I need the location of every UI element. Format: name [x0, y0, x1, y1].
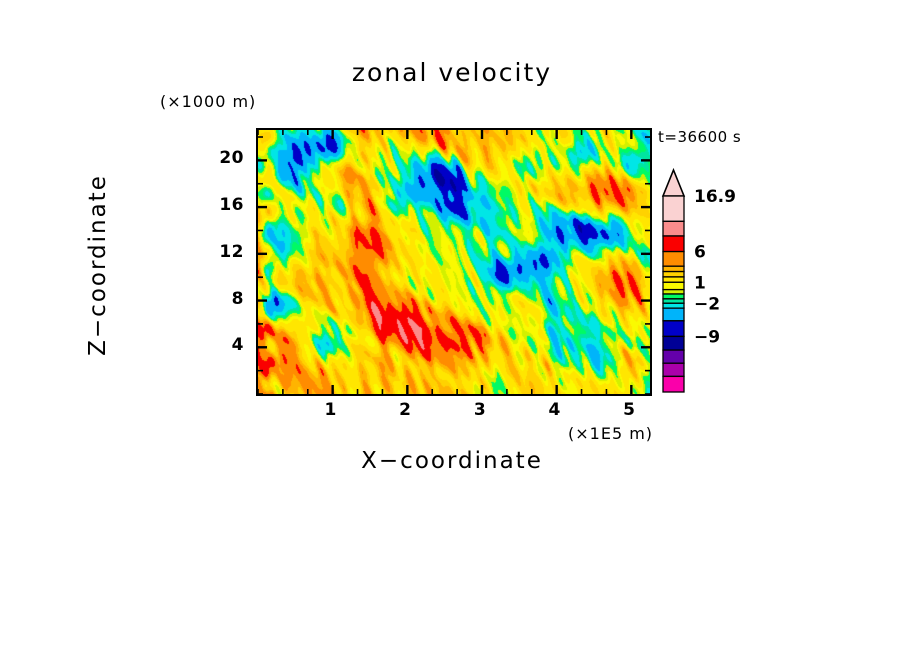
velocity-field-heatmap: [258, 130, 650, 394]
colorbar-band: [662, 220, 685, 237]
colorbar-band: [662, 270, 685, 278]
x-tick-label: 5: [623, 400, 636, 420]
x-tick-label: 2: [399, 400, 412, 420]
x-axis-unit-label: (×1E5 m): [568, 424, 654, 443]
page-title: zonal velocity: [351, 58, 553, 87]
y-tick-label: 4: [231, 335, 244, 356]
y-tick-label: 12: [219, 241, 244, 262]
colorbar-band: [662, 293, 685, 300]
colorbar-band: [662, 349, 685, 364]
colorbar-band: [662, 276, 685, 283]
y-axis-title: Z−coordinate: [85, 174, 111, 356]
colorbar-band: [662, 281, 685, 291]
x-axis-title: X−coordinate: [361, 448, 543, 474]
y-tick-label: 16: [219, 195, 244, 216]
colorbar-band: [662, 288, 685, 295]
colorbar-band: [662, 362, 685, 378]
colorbar: 16.9 6 1−2 −9: [661, 167, 736, 393]
x-tick-label: 3: [473, 400, 487, 420]
colorbar-tick-label: −9: [694, 327, 720, 347]
colorbar-band: [662, 375, 685, 393]
colorbar-band: [662, 335, 685, 351]
y-axis-unit-label: (×1000 m): [160, 92, 257, 111]
colorbar-band: [662, 235, 685, 253]
x-tick-label: 4: [548, 400, 561, 420]
colorbar-arrow-top: [661, 167, 686, 197]
colorbar-band: [662, 320, 685, 338]
y-tick-label: 8: [231, 288, 244, 309]
x-tick-label: 1: [324, 400, 337, 420]
colorbar-band: [662, 298, 685, 304]
colorbar-tick-label: 16.9: [694, 187, 736, 207]
colorbar-band: [662, 265, 685, 273]
colorbar-tick-label: 6: [694, 243, 706, 263]
colorbar-tick-label: −2: [694, 294, 720, 314]
colorbar-tick-label: 1: [694, 273, 706, 293]
colorbar-band: [662, 195, 685, 223]
time-annotation: t=36600 s: [658, 128, 742, 146]
contour-plot-area: [256, 128, 652, 396]
colorbar-band: [662, 302, 685, 309]
y-tick-label: 20: [219, 148, 244, 169]
colorbar-band: [662, 250, 685, 267]
colorbar-band: [662, 307, 685, 322]
